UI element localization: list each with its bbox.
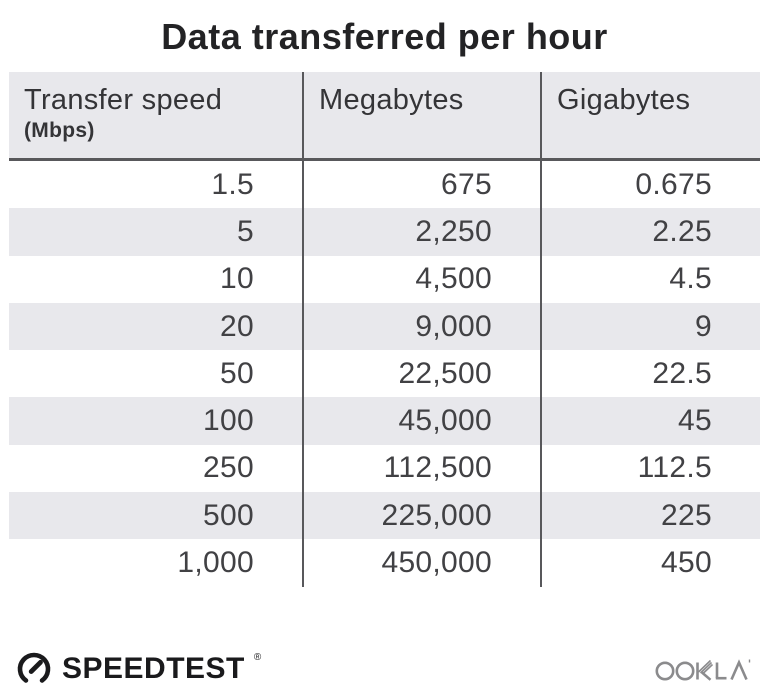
data-table: Transfer speed (Mbps) Megabytes Gigabyte… [9,72,760,587]
cell-gigabytes: 0.675 [540,161,760,209]
cell-gigabytes: 45 [540,397,760,445]
registered-mark-icon: ® [253,652,262,663]
header-label: Megabytes [319,84,464,116]
cell-transfer-speed: 10 [220,262,254,296]
cell-megabytes: 675 [302,161,540,209]
cell-megabytes: 45,000 [302,397,540,445]
header-sublabel: (Mbps) [24,119,95,142]
cell-megabytes: 4,500 [302,255,540,303]
table-row: 500 225,000 225 [9,492,760,540]
footer: SPEEDTEST ® [14,648,755,690]
cell-transfer-speed: 1,000 [177,546,254,580]
table-row: 1.5 675 0.675 [9,161,760,209]
table-row: 250 112,500 112.5 [9,444,760,493]
cell-megabytes: 225,000 [302,492,540,540]
cell-transfer-speed: 1.5 [211,167,254,201]
cell-transfer-speed: 100 [203,404,254,438]
cell-transfer-speed: 20 [220,309,254,343]
cell-gigabytes: 4.5 [540,255,760,303]
table-row: 20 9,000 9 [9,302,760,351]
cell-transfer-speed: 5 [237,214,254,248]
cell-gigabytes: 9 [540,302,760,351]
cell-transfer-speed: 250 [203,451,254,485]
cell-megabytes: 112,500 [302,444,540,493]
header-transfer-speed: Transfer speed (Mbps) [9,72,302,158]
cell-transfer-speed: 50 [220,356,254,390]
table-body: 1.5 675 0.675 5 2,250 2.25 10 4,500 4.5 20 9,000 9 5… [9,161,760,587]
speedtest-logo: SPEEDTEST ® [14,648,261,690]
header-divider-line [9,158,760,161]
cell-gigabytes: 112.5 [540,444,760,493]
header-megabytes: Megabytes [302,72,540,158]
cell-megabytes: 2,250 [302,208,540,256]
table-row: 100 45,000 45 [9,397,760,445]
table-row: 50 22,500 22.5 [9,350,760,398]
table-row: 10 4,500 4.5 [9,255,760,303]
cell-gigabytes: 2.25 [540,208,760,256]
table-row: 5 2,250 2.25 [9,208,760,256]
speedtest-gauge-icon [17,652,51,683]
header-gigabytes: Gigabytes [540,72,760,158]
cell-megabytes: 22,500 [302,350,540,398]
cell-transfer-speed: 500 [203,498,254,532]
chart-title: Data transferred per hour [161,16,608,57]
cell-gigabytes: 225 [540,492,760,540]
cell-gigabytes: 22.5 [540,350,760,398]
header-label: Gigabytes [557,84,691,116]
cell-gigabytes: 450 [540,539,760,587]
speedtest-wordmark: SPEEDTEST [62,652,245,685]
header-label: Transfer speed [24,84,223,116]
ookla-logo [655,659,751,681]
table-row: 1,000 450,000 450 [9,539,760,587]
table-header-row: Transfer speed (Mbps) Megabytes Gigabyte… [9,72,760,158]
cell-megabytes: 9,000 [302,302,540,351]
cell-megabytes: 450,000 [302,539,540,587]
